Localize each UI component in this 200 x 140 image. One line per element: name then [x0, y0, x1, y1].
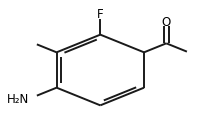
Text: O: O [162, 16, 171, 29]
Text: H₂N: H₂N [7, 93, 29, 106]
Text: F: F [97, 8, 104, 21]
